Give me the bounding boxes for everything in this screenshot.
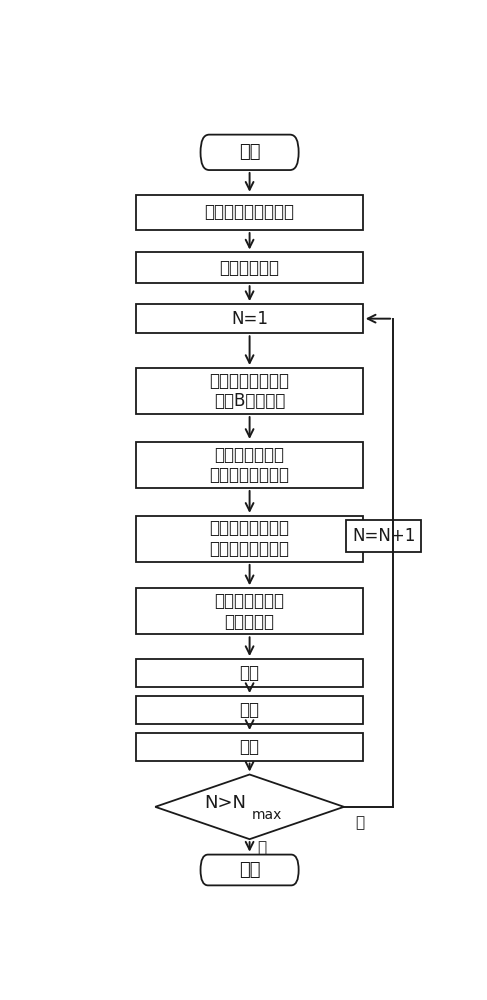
Text: 变异: 变异 [240, 738, 260, 756]
Text: 交叉: 交叉 [240, 701, 260, 719]
FancyBboxPatch shape [136, 442, 363, 488]
Text: max: max [251, 808, 282, 822]
FancyBboxPatch shape [136, 696, 363, 724]
FancyBboxPatch shape [136, 304, 363, 333]
FancyBboxPatch shape [201, 135, 299, 170]
FancyBboxPatch shape [136, 195, 363, 230]
FancyBboxPatch shape [136, 368, 363, 414]
Text: 结束: 结束 [239, 861, 261, 879]
FancyBboxPatch shape [136, 516, 363, 562]
Text: 为每一个种群个体
建立B样条模型: 为每一个种群个体 建立B样条模型 [209, 372, 290, 410]
Text: 计算每个模型的
重构最小均方误差: 计算每个模型的 重构最小均方误差 [209, 446, 290, 484]
Text: 计算每个模型建模
所需的乘运算次数: 计算每个模型建模 所需的乘运算次数 [209, 519, 290, 558]
FancyBboxPatch shape [136, 588, 363, 634]
Text: 是: 是 [257, 840, 266, 855]
Text: N=1: N=1 [231, 310, 268, 328]
Text: N=N+1: N=N+1 [352, 527, 415, 545]
Text: 产生初始种群: 产生初始种群 [220, 259, 280, 277]
FancyBboxPatch shape [346, 520, 421, 552]
Text: 否: 否 [356, 815, 364, 830]
Text: 开始: 开始 [239, 143, 261, 161]
FancyBboxPatch shape [136, 252, 363, 283]
Polygon shape [155, 774, 344, 839]
FancyBboxPatch shape [201, 855, 299, 885]
Text: 选择: 选择 [240, 664, 260, 682]
Text: 对节点向量维数编码: 对节点向量维数编码 [205, 203, 295, 221]
FancyBboxPatch shape [136, 659, 363, 687]
FancyBboxPatch shape [136, 733, 363, 761]
Text: N>N: N>N [204, 794, 246, 812]
Text: 计算每个个体的
适应度函数: 计算每个个体的 适应度函数 [215, 592, 284, 631]
